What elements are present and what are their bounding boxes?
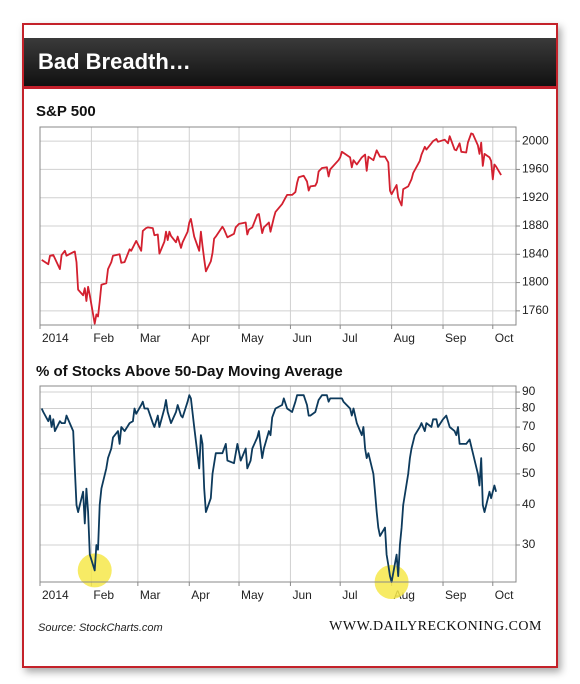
plot-frame: [39, 385, 517, 583]
x-tick-label: 2014: [42, 331, 69, 345]
data-line: [40, 394, 497, 583]
y-tick-label: 1800: [522, 275, 549, 289]
y-tick-label: 1880: [522, 218, 549, 232]
y-tick-label: 60: [522, 441, 536, 455]
y-tick-label: 2000: [522, 133, 549, 147]
header-rule: [24, 86, 556, 89]
source: Source: StockCharts.com: [38, 622, 163, 634]
plot-frame: [39, 126, 517, 326]
data-line: [41, 132, 502, 325]
header-title: Bad Breadth…: [38, 49, 191, 74]
x-tick-label: Jul: [342, 588, 357, 602]
x-tick-label: Feb: [93, 331, 114, 345]
x-tick-label: May: [241, 331, 264, 345]
plot-area: [39, 385, 517, 583]
site: WWW.DAILYRECKONING.COM: [329, 619, 542, 634]
x-tick-label: Jun: [292, 331, 311, 345]
x-tick-label: May: [241, 588, 264, 602]
y-tick-label: 70: [522, 419, 536, 433]
y-tick-label: 1760: [522, 303, 549, 317]
x-tick-label: Oct: [495, 588, 514, 602]
x-tick-label: Jul: [342, 331, 357, 345]
y-tick-label: 40: [522, 497, 536, 511]
x-tick-label: Apr: [191, 331, 210, 345]
header-bar: [24, 38, 556, 86]
y-tick-label: 80: [522, 401, 536, 415]
x-tick-label: Apr: [191, 588, 210, 602]
y-tick-label: 50: [522, 466, 536, 480]
x-tick-label: Sep: [445, 331, 467, 345]
y-tick-label: 30: [522, 537, 536, 551]
x-tick-label: Aug: [394, 331, 415, 345]
y-tick-label: 1960: [522, 162, 549, 176]
x-tick-label: Mar: [140, 331, 161, 345]
chart-title: S&P 500: [36, 103, 96, 120]
x-tick-label: Feb: [93, 588, 114, 602]
x-tick-label: Oct: [495, 331, 514, 345]
y-tick-label: 1920: [522, 190, 549, 204]
x-tick-label: Sep: [445, 588, 467, 602]
x-tick-label: Mar: [140, 588, 161, 602]
chart-title: % of Stocks Above 50-Day Moving Average: [36, 363, 343, 380]
y-tick-label: 90: [522, 384, 536, 398]
x-tick-label: 2014: [42, 588, 69, 602]
x-tick-label: Jun: [292, 588, 311, 602]
y-tick-label: 1840: [522, 246, 549, 260]
